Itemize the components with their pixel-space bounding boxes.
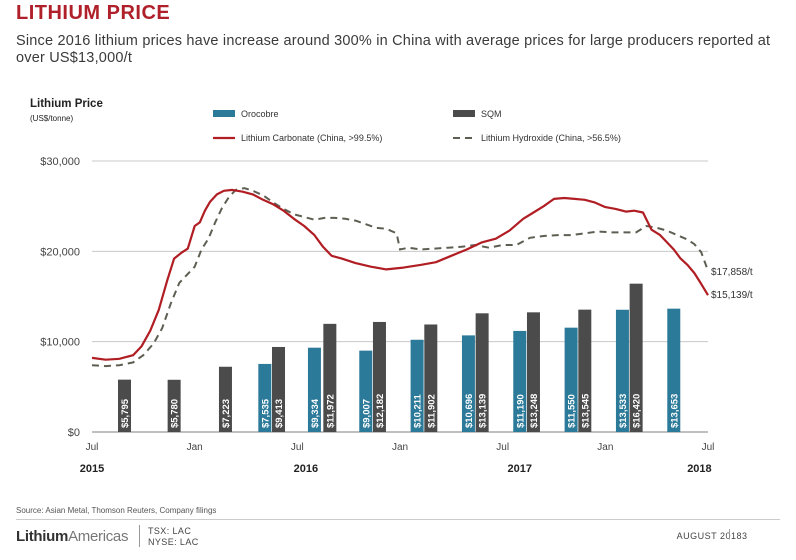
- price-lines: [91, 187, 709, 368]
- bar-value-label: $7,535: [260, 398, 271, 428]
- hydroxide-end-label: $17,858/t: [711, 267, 753, 278]
- sqm-bar-10: [424, 324, 438, 432]
- bar-value-label: $13,653: [669, 394, 680, 428]
- bar-value-label: $13,248: [529, 394, 540, 428]
- legend-orocobre-label: Orocobre: [241, 109, 279, 119]
- bars: $5,795 $5,780 $7,223 $7,535 $9,413 $9,334 $11,…: [118, 283, 681, 432]
- x-tick-label: Jan: [392, 442, 408, 453]
- legend-sqm-label: SQM: [481, 109, 502, 119]
- bar-value-label: $13,139: [478, 394, 489, 428]
- orocobre-bar-19: [667, 308, 681, 432]
- orocobre-bar-13: [513, 330, 527, 432]
- axis-unit: (US$/tonne): [30, 114, 73, 123]
- bar-value-label: $13,545: [580, 393, 591, 428]
- bar-value-label: $12,182: [375, 394, 386, 428]
- bar-value-label: $5,780: [170, 399, 181, 428]
- orocobre-bar-11: [461, 335, 475, 432]
- hydroxide-line: [91, 187, 709, 368]
- sqm-bar-2: [218, 366, 232, 432]
- legend-sqm-swatch: [453, 110, 475, 117]
- footer-divider: [16, 519, 780, 520]
- sqm-bar-4: [272, 346, 286, 432]
- bar-value-label: $16,420: [632, 394, 643, 428]
- orocobre-bar-9: [410, 339, 424, 432]
- ticker-tsx: TSX: LAC: [148, 526, 192, 536]
- carbonate-end-label: $15,139/t: [711, 290, 753, 301]
- year-label: 2015: [80, 463, 104, 475]
- footer-date: AUGUST 2018: [676, 531, 742, 541]
- bar-value-label: $5,795: [120, 398, 131, 428]
- bar-value-label: $9,334: [310, 398, 321, 428]
- bar-value-label: $9,413: [274, 399, 285, 428]
- sqm-bar-12: [475, 313, 489, 432]
- logo-word-lithium: Lithium: [16, 528, 69, 545]
- legend-orocobre-swatch: [213, 110, 235, 117]
- x-axis-ticks: Jul Jan Jul Jan Jul Jan Jul 2015 2016 2017 2018: [80, 442, 715, 475]
- page-subtitle: Since 2016 lithium prices have increase …: [16, 33, 771, 66]
- y-tick-label: $0: [68, 427, 80, 439]
- bar-value-label: $11,902: [426, 394, 437, 428]
- bar-value-label: $9,007: [361, 399, 372, 428]
- legend-hydroxide-label: Lithium Hydroxide (China, >56.5%): [481, 133, 621, 143]
- bar-value-label: $11,972: [325, 394, 336, 428]
- x-tick-label: Jul: [496, 442, 509, 453]
- source-note: Source: Asian Metal, Thomson Reuters, Co…: [16, 506, 217, 515]
- y-tick-label: $10,000: [40, 337, 80, 349]
- orocobre-bar-15: [564, 327, 578, 432]
- page-separator: |: [728, 528, 731, 540]
- legend-carbonate-label: Lithium Carbonate (China, >99.5%): [241, 133, 382, 143]
- bar-value-label: $13,533: [618, 394, 629, 428]
- y-axis-ticks: $0 $10,000 $20,000 $30,000: [40, 156, 80, 439]
- orocobre-bar-17: [615, 309, 629, 432]
- orocobre-bar-7: [359, 350, 373, 432]
- x-tick-label: Jul: [86, 442, 99, 453]
- bar-value-label: $11,550: [567, 394, 578, 428]
- axis-title: Lithium Price: [30, 98, 103, 110]
- page-title: LITHIUM PRICE: [16, 2, 171, 24]
- grid-lines: [92, 160, 708, 433]
- logo-divider: [139, 525, 140, 547]
- bar-value-label: $10,696: [464, 394, 475, 428]
- x-tick-label: Jan: [187, 442, 203, 453]
- sqm-bar-1: [167, 379, 181, 432]
- sqm-bar-0: [118, 379, 132, 432]
- ticker-nyse: NYSE: LAC: [148, 537, 199, 547]
- bar-value-label: $10,211: [413, 393, 424, 428]
- sqm-bar-18: [629, 283, 643, 432]
- sqm-bar-16: [578, 309, 592, 432]
- orocobre-bar-5: [307, 347, 321, 432]
- lithium-price-chart: $0 $10,000 $20,000 $30,000 $5,795 $5,780 $7,2…: [30, 98, 753, 475]
- year-label: 2018: [687, 463, 711, 475]
- chart-legend: Orocobre SQM Lithium Carbonate (China, >…: [213, 109, 621, 143]
- bar-value-label: $11,190: [515, 394, 526, 428]
- y-tick-label: $20,000: [40, 246, 80, 258]
- sqm-bar-6: [323, 323, 337, 432]
- sqm-bar-8: [372, 321, 386, 432]
- carbonate-line: [91, 188, 709, 361]
- year-label: 2016: [294, 463, 318, 475]
- logo-word-americas: Americas: [68, 528, 129, 545]
- x-tick-label: Jul: [702, 442, 715, 453]
- page-number: 3: [742, 531, 748, 541]
- year-label: 2017: [508, 463, 532, 475]
- y-tick-label: $30,000: [40, 156, 80, 168]
- bar-value-label: $7,223: [221, 399, 232, 428]
- x-tick-label: Jan: [597, 442, 613, 453]
- x-tick-label: Jul: [291, 442, 304, 453]
- orocobre-bar-3: [258, 363, 272, 432]
- sqm-bar-14: [526, 312, 540, 432]
- company-logo: LithiumAmericas: [16, 528, 128, 545]
